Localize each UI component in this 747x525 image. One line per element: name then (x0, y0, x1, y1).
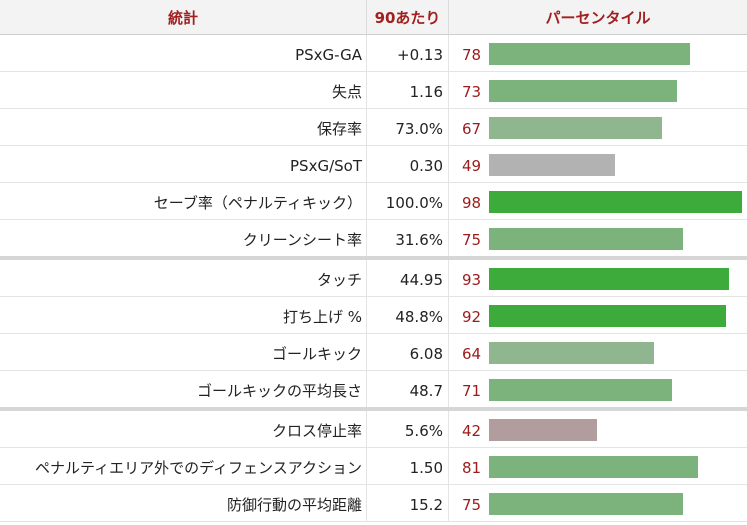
group-separator (0, 407, 747, 411)
table-row: PSxG/SoT 0.30 49 (0, 146, 747, 183)
percentile-value: 93 (462, 271, 482, 289)
per90-value: 15.2 (366, 485, 449, 521)
per90-value: 100.0% (366, 183, 449, 219)
percentile-value: 92 (462, 308, 482, 326)
percentile-value: 71 (462, 382, 482, 400)
per90-value: 1.16 (366, 72, 449, 108)
column-header-per90[interactable]: 90あたり (366, 0, 449, 34)
table-row: 打ち上げ % 48.8% 92 (0, 297, 747, 334)
percentile-value: 49 (462, 157, 482, 175)
percentile-bar (489, 117, 662, 139)
per90-value: +0.13 (366, 35, 449, 71)
percentile-value: 75 (462, 231, 482, 249)
percentile-bar (489, 268, 729, 290)
table-row: クロス停止率 5.6% 42 (0, 411, 747, 448)
percentile-value: 67 (462, 120, 482, 138)
percentile-value: 42 (462, 422, 482, 440)
stat-name: タッチ (316, 271, 362, 289)
per90-value: 48.8% (366, 297, 449, 333)
table-row: クリーンシート率 31.6% 75 (0, 220, 747, 257)
per90-value: 5.6% (366, 411, 449, 447)
percentile-value: 64 (462, 345, 482, 363)
stat-name: ゴールキックの平均長さ (196, 382, 362, 400)
group-separator (0, 256, 747, 260)
per90-value: 6.08 (366, 334, 449, 370)
percentile-bar (489, 154, 615, 176)
per90-value: 31.6% (366, 220, 449, 256)
percentile-bar (489, 43, 690, 65)
percentile-bar (489, 379, 672, 401)
per90-value: 73.0% (366, 109, 449, 145)
per90-value: 44.95 (366, 260, 449, 296)
stat-name: クロス停止率 (271, 422, 362, 440)
table-row: PSxG-GA +0.13 78 (0, 35, 747, 72)
percentile-value: 75 (462, 496, 482, 514)
table-row: タッチ 44.95 93 (0, 260, 747, 297)
percentile-bar (489, 342, 654, 364)
percentile-bar (489, 419, 597, 441)
stat-name: 保存率 (316, 120, 362, 138)
percentile-bar (489, 80, 677, 102)
per90-value: 1.50 (366, 448, 449, 484)
table-row: セーブ率（ペナルティキック） 100.0% 98 (0, 183, 747, 220)
stat-name: セーブ率（ペナルティキック） (153, 194, 362, 212)
percentile-bar (489, 493, 683, 515)
table-header: 統計 90あたり パーセンタイル (0, 0, 747, 35)
percentile-bar (489, 191, 742, 213)
table-row: 保存率 73.0% 67 (0, 109, 747, 146)
table-row: 防御行動の平均距離 15.2 75 (0, 485, 747, 522)
stat-name: 防御行動の平均距離 (226, 496, 362, 514)
table-row: ゴールキック 6.08 64 (0, 334, 747, 371)
percentile-bar (489, 228, 683, 250)
per90-value: 48.7 (366, 371, 449, 407)
per90-value: 0.30 (366, 146, 449, 182)
percentile-value: 73 (462, 83, 482, 101)
table-row: ペナルティエリア外でのディフェンスアクション 1.50 81 (0, 448, 747, 485)
stat-name: クリーンシート率 (242, 231, 362, 249)
stat-name: 打ち上げ % (282, 308, 362, 326)
percentile-bar (489, 456, 698, 478)
stat-name: ペナルティエリア外でのディフェンスアクション (34, 459, 362, 477)
percentile-value: 81 (462, 459, 482, 477)
column-header-stat[interactable]: 統計 (167, 9, 198, 27)
column-header-percentile[interactable]: パーセンタイル (545, 9, 651, 27)
table-row: ゴールキックの平均長さ 48.7 71 (0, 371, 747, 408)
stat-name: 失点 (331, 83, 362, 101)
stat-name: PSxG/SoT (290, 157, 362, 175)
percentile-bar (489, 305, 726, 327)
stat-name: PSxG-GA (295, 46, 362, 64)
percentile-value: 78 (462, 46, 482, 64)
stat-name: ゴールキック (271, 345, 362, 363)
percentile-value: 98 (462, 194, 482, 212)
table-row: 失点 1.16 73 (0, 72, 747, 109)
